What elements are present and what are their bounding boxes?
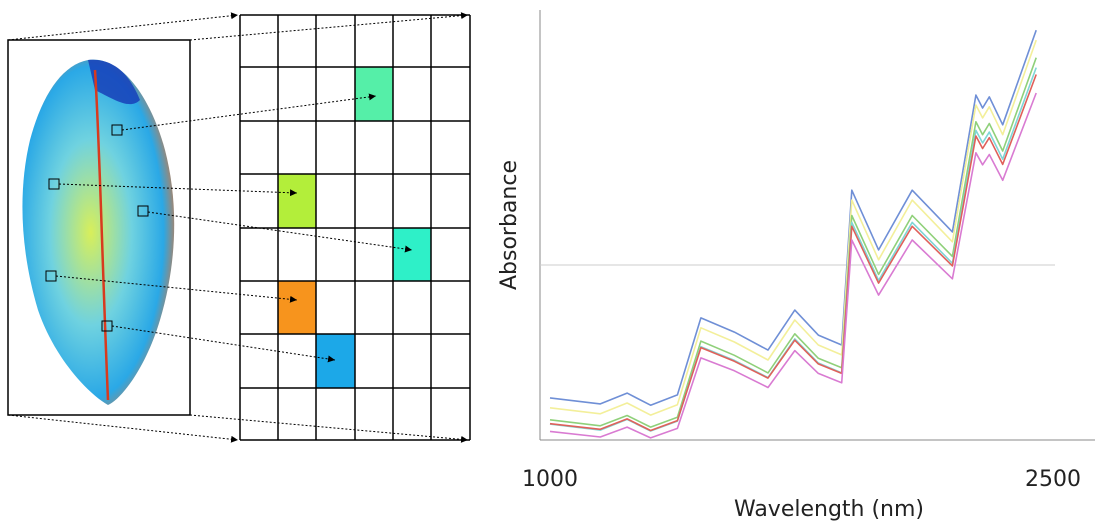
x-tick-label: 1000 xyxy=(522,467,578,492)
y-axis-label: Absorbance xyxy=(497,160,522,290)
x-tick-label: 2500 xyxy=(1025,467,1081,492)
pixel-grid xyxy=(239,14,471,441)
x-axis-label: Wavelength (nm) xyxy=(734,497,924,522)
spectrum-line xyxy=(549,29,1037,406)
projection-lines xyxy=(7,12,469,443)
spectrum-line xyxy=(549,39,1037,416)
spectrum-line xyxy=(549,67,1037,432)
sample-arrows xyxy=(55,93,413,363)
spectrum-line xyxy=(549,92,1037,439)
spectrum-line xyxy=(549,57,1037,428)
spectrum-line xyxy=(549,74,1037,432)
spectra-chart: Absorbance Wavelength (nm) 1000 2500 xyxy=(497,10,1095,522)
leaf-panel xyxy=(7,39,191,416)
